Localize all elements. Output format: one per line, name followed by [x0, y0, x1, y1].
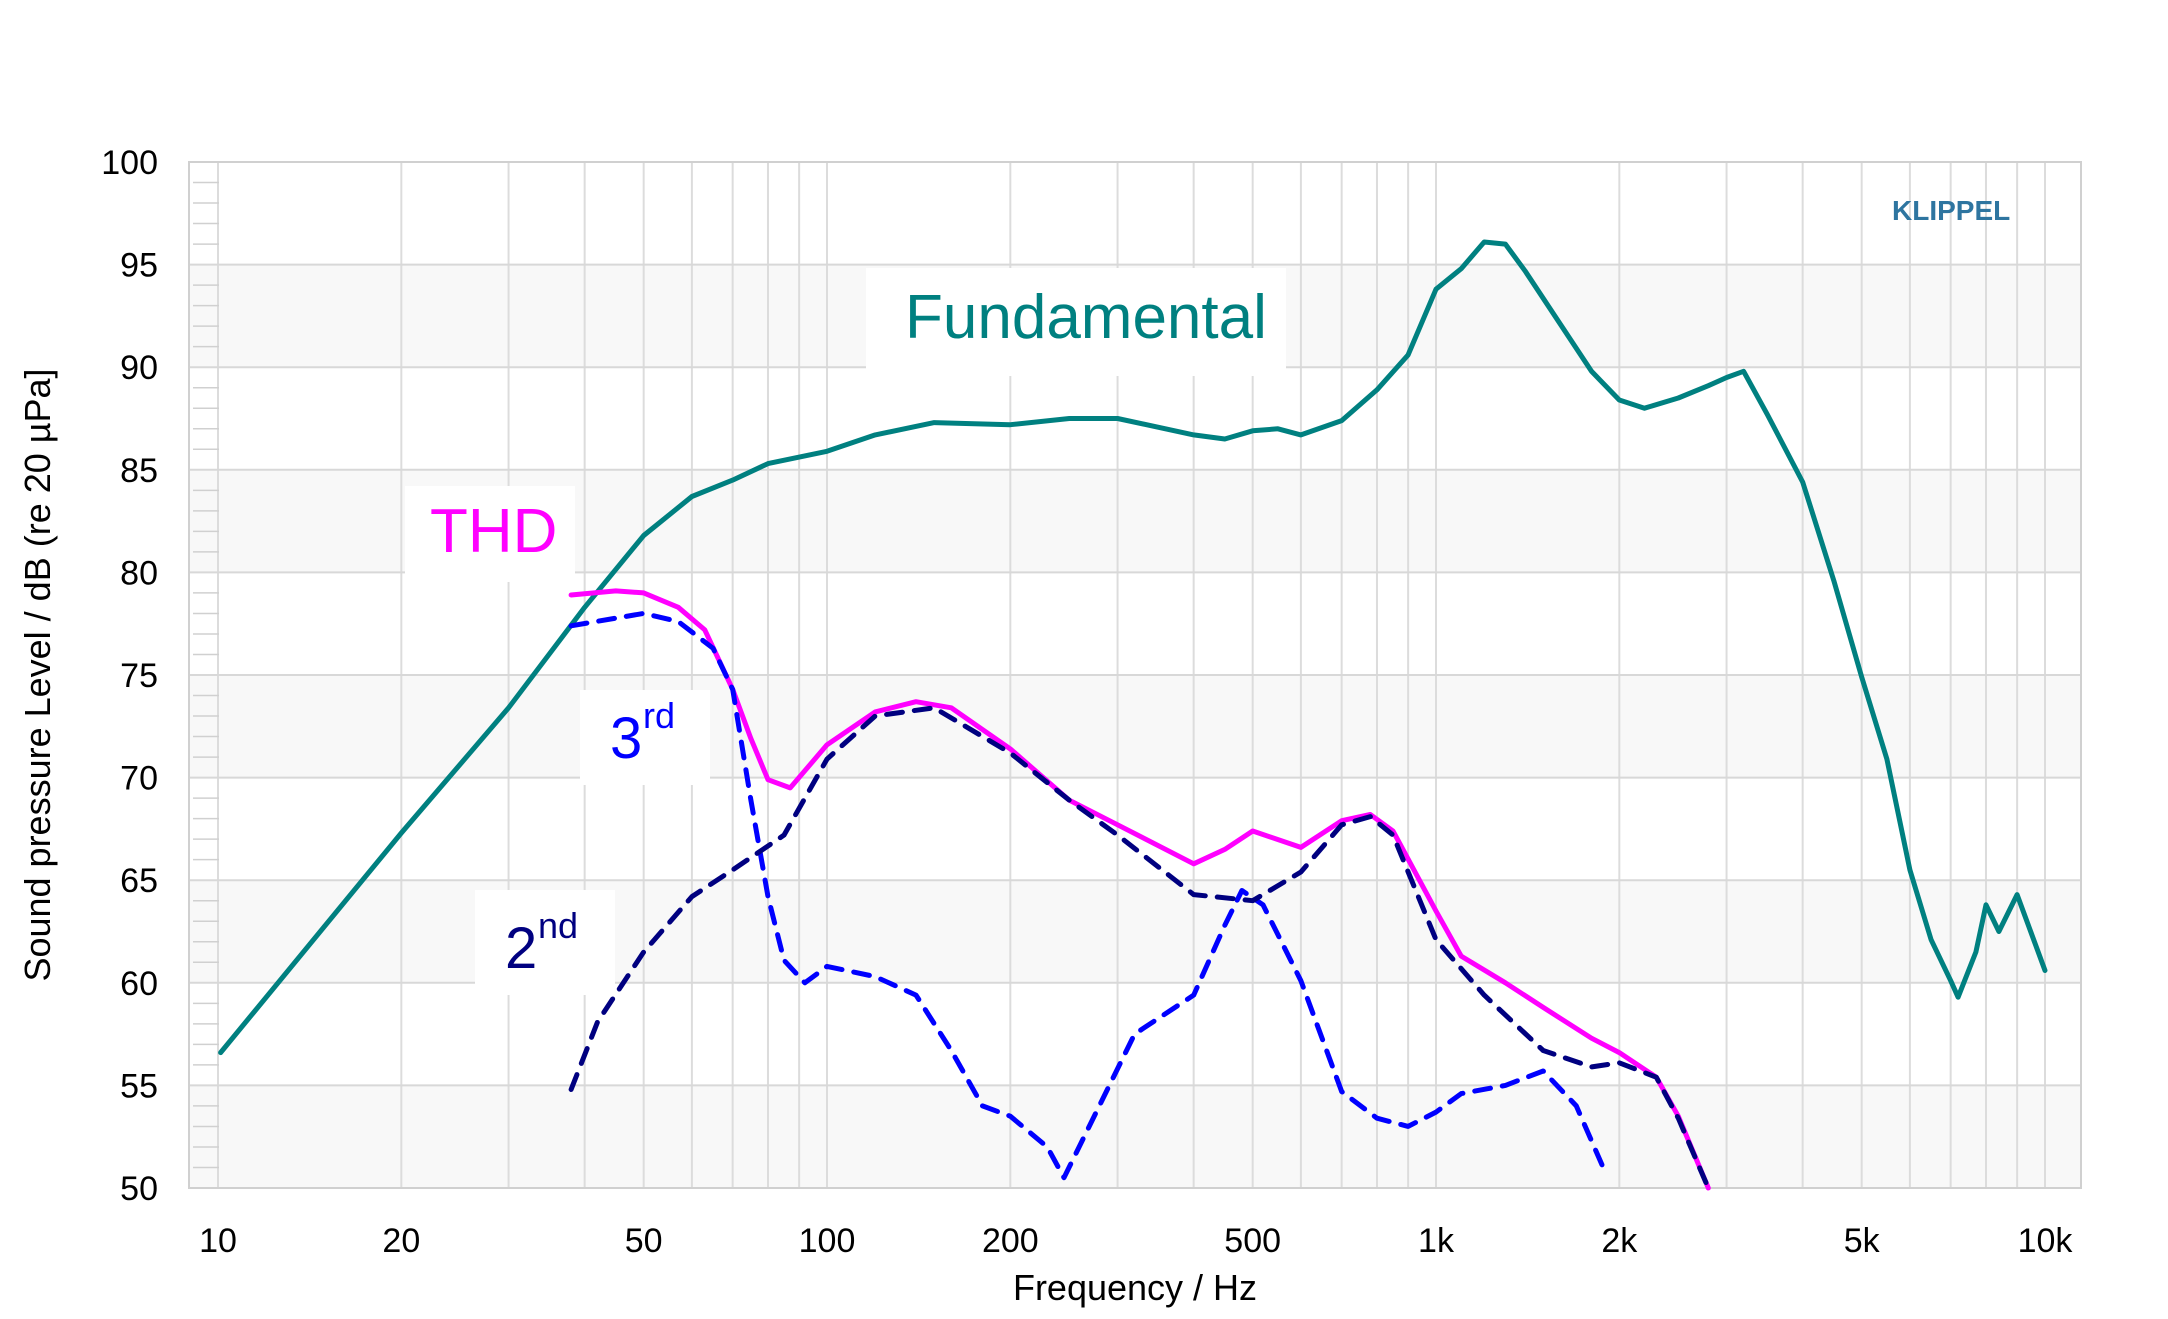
label-3rd-text: 3	[610, 706, 642, 771]
y-tick-label: 55	[120, 1067, 158, 1105]
x-axis-ticks: 10 20 50 100 200 500 1k 2k 5k 10k	[199, 1222, 2073, 1260]
series-line-2nd	[568, 705, 1711, 1191]
y-tick-label: 85	[120, 452, 158, 490]
y-tick-label: 60	[120, 965, 158, 1003]
y-tick-label: 90	[120, 349, 158, 387]
x-tick-label: 50	[625, 1222, 663, 1260]
y-tick-label: 65	[120, 862, 158, 900]
x-tick-label: 10	[199, 1222, 237, 1260]
label-fundamental: Fundamental	[866, 268, 1286, 376]
band	[189, 1085, 2081, 1188]
y-tick-label: 95	[120, 247, 158, 285]
band	[189, 675, 2081, 778]
label-thd-text: THD	[430, 497, 557, 566]
band	[189, 880, 2081, 983]
label-3rd-sup: rd	[643, 695, 675, 736]
x-tick-label: 500	[1224, 1222, 1281, 1260]
x-tick-label: 1k	[1418, 1222, 1455, 1260]
x-tick-label: 20	[382, 1222, 420, 1260]
x-tick-label: 200	[982, 1222, 1039, 1260]
series-line-3rd	[568, 610, 1609, 1181]
label-3rd: 3 rd	[580, 690, 710, 785]
y-tick-label: 50	[120, 1170, 158, 1208]
y-axis-label: Sound pressure Level / dB (re 20 µPa]	[17, 368, 58, 981]
klippel-watermark: KLIPPEL	[1892, 195, 2010, 226]
x-tick-label: 5k	[1844, 1222, 1881, 1260]
y-tick-label: 80	[120, 554, 158, 592]
label-2nd-text: 2	[505, 916, 537, 981]
y-axis-ticks: 100 95 90 85 80 75 70 65 60 55 50	[101, 144, 158, 1208]
label-thd: THD	[405, 486, 575, 582]
x-axis-label: Frequency / Hz	[1013, 1267, 1257, 1308]
series-line-fundamental	[218, 239, 2048, 1056]
y-tick-label: 70	[120, 760, 158, 798]
plot-frame	[188, 161, 2082, 1189]
background-bands	[189, 264, 2081, 1188]
series-lines	[218, 239, 2048, 1191]
x-tick-label: 100	[799, 1222, 856, 1260]
label-2nd-sup: nd	[538, 905, 578, 946]
x-tick-label: 2k	[1601, 1222, 1638, 1260]
y-tick-label: 100	[101, 144, 158, 182]
x-tick-label: 10k	[2018, 1222, 2074, 1260]
label-fundamental-text: Fundamental	[905, 283, 1267, 352]
y-tick-label: 75	[120, 657, 158, 695]
label-2nd: 2 nd	[475, 890, 615, 995]
